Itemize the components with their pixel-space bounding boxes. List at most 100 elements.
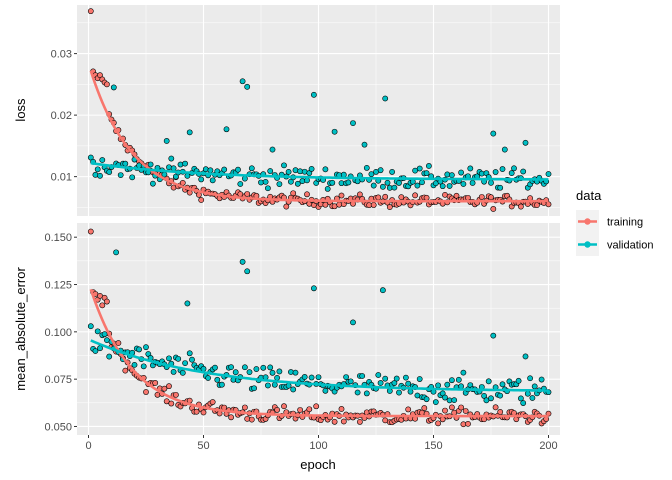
data-point-training (488, 194, 494, 201)
data-point-validation (94, 328, 101, 335)
data-point-validation (251, 385, 257, 392)
data-point-validation (170, 165, 177, 172)
data-point-training (306, 406, 313, 413)
data-point-validation (136, 346, 142, 353)
fit-line-training (89, 70, 549, 203)
data-point-validation (223, 126, 230, 133)
data-point-validation (386, 388, 393, 394)
data-point-validation (269, 369, 276, 376)
data-point-validation (492, 169, 499, 175)
data-point-training (462, 408, 469, 414)
data-point-training (439, 416, 446, 423)
data-point-validation (402, 374, 409, 381)
data-point-validation (129, 174, 136, 181)
data-point-validation (458, 169, 464, 176)
data-point-training (421, 405, 428, 411)
data-point-validation (425, 163, 432, 169)
data-point-validation (292, 369, 299, 376)
y-axis-title-mae: mean_absolute_error (13, 267, 28, 391)
data-point-validation (432, 399, 439, 406)
data-point-validation (435, 382, 441, 389)
data-point-validation (308, 374, 315, 381)
data-point-validation (304, 177, 310, 184)
data-point-validation (458, 383, 464, 390)
data-point-validation (239, 258, 246, 265)
x-axis-title: epoch (300, 457, 335, 472)
data-point-training (200, 409, 207, 416)
data-point-validation (460, 181, 467, 187)
axis-ticks: 0.01 0.02 0.03 0.050 0.075 0.100 0.125 0.150 0 50… (44, 49, 557, 452)
data-point-validation (140, 363, 147, 370)
data-point-validation (244, 83, 251, 90)
data-point-training (497, 409, 504, 415)
data-point-validation (315, 374, 322, 381)
data-point-validation (212, 364, 218, 371)
data-point-validation (294, 180, 301, 187)
data-point-training (448, 404, 455, 411)
data-point-validation (446, 183, 453, 189)
data-point-validation (467, 165, 474, 172)
data-point-validation (488, 179, 494, 186)
legend-key-training-point (584, 218, 591, 225)
data-point-training (228, 414, 234, 421)
data-point-validation (175, 355, 182, 362)
data-point-validation (241, 175, 248, 182)
data-point-training (99, 302, 106, 309)
data-point-validation (389, 169, 395, 175)
data-point-validation (501, 146, 508, 153)
data-point-training (283, 203, 290, 210)
data-point-validation (518, 395, 524, 402)
legend-label-validation: validation (607, 240, 653, 252)
data-point-validation (170, 368, 177, 375)
data-point-validation (113, 249, 119, 256)
data-point-validation (481, 393, 487, 399)
data-point-validation (308, 166, 315, 172)
data-point-validation (253, 366, 260, 372)
data-point-validation (122, 160, 129, 167)
data-point-validation (444, 381, 451, 388)
data-point-validation (419, 179, 425, 186)
x-tick-label: 50 (197, 440, 209, 452)
data-point-validation (488, 395, 494, 402)
data-point-validation (448, 172, 455, 179)
data-point-validation (423, 170, 430, 177)
y-tick-label: 0.100 (44, 327, 72, 339)
data-point-validation (276, 368, 283, 375)
data-point-validation (391, 380, 398, 386)
data-point-training (458, 404, 464, 411)
data-point-validation (186, 350, 193, 357)
data-point-validation (274, 374, 280, 381)
x-tick-label: 200 (539, 440, 557, 452)
data-point-training (143, 389, 149, 395)
data-point-training (104, 81, 110, 88)
data-point-validation (285, 168, 292, 175)
data-point-validation (209, 177, 216, 184)
data-point-training (356, 419, 363, 425)
data-point-training (442, 407, 448, 414)
data-point-validation (186, 129, 193, 136)
data-point-validation (131, 361, 138, 368)
data-point-validation (448, 377, 455, 384)
data-point-validation (99, 157, 106, 163)
data-point-training (274, 407, 280, 413)
data-point-training (398, 194, 405, 201)
data-point-validation (375, 372, 382, 378)
data-point-training (241, 404, 248, 411)
y-tick-label: 0.02 (51, 110, 72, 122)
data-point-training (163, 398, 170, 405)
data-point-validation (350, 120, 356, 127)
data-point-validation (106, 169, 113, 175)
data-point-training (161, 385, 168, 392)
data-point-training (244, 191, 251, 197)
data-point-validation (520, 400, 527, 406)
data-point-validation (207, 167, 214, 174)
data-point-validation (350, 319, 356, 326)
fit-line-validation (90, 339, 549, 392)
data-point-training (490, 206, 497, 212)
data-point-validation (214, 376, 221, 383)
data-point-validation (391, 184, 398, 191)
data-point-validation (393, 375, 400, 382)
data-point-validation (377, 380, 384, 386)
data-point-training (304, 191, 310, 198)
data-point-training (545, 201, 552, 208)
